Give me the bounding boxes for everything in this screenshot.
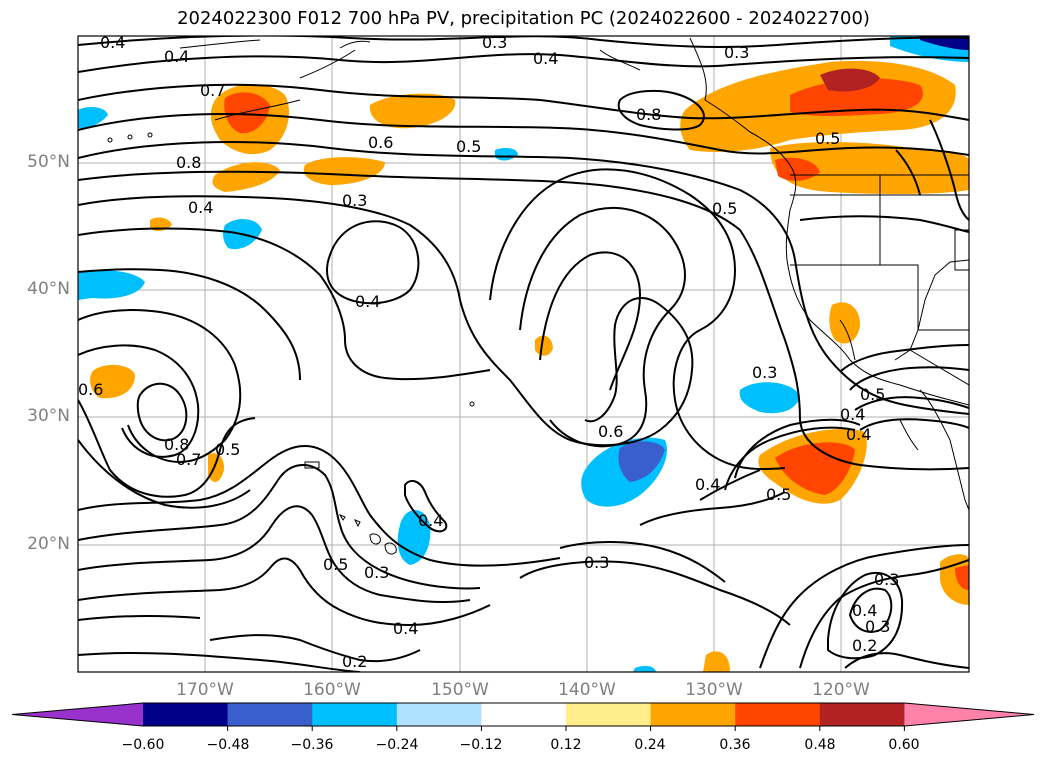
contour-label: 0.3 <box>724 43 749 62</box>
colorbar-tick-label: 0.24 <box>634 737 666 753</box>
precip-positive-area <box>303 157 385 185</box>
contour-labels: 0.4 0.4 0.3 0.4 0.3 0.7 0.8 0.6 0.5 0.8 … <box>78 33 899 671</box>
contour-label: 0.4 <box>846 425 871 444</box>
longitude-label: 170°W <box>176 680 234 700</box>
precip-negative-area <box>920 36 969 50</box>
contour-label: 0.5 <box>766 485 791 504</box>
contour-label: 0.8 <box>176 153 201 172</box>
pv-contours <box>78 36 969 672</box>
contour-label: 0.6 <box>368 133 393 152</box>
colorbar-segment <box>650 703 736 726</box>
contour-label: 0.3 <box>874 570 899 589</box>
map-title: 2024022300 F012 700 hPa PV, precipitatio… <box>177 8 870 29</box>
contour-label: 0.3 <box>342 191 367 210</box>
colorbar-tick-label: 0.36 <box>719 737 751 753</box>
colorbar-extend-min <box>12 703 143 726</box>
precip-negative-area <box>397 510 431 565</box>
contour-label: 0.8 <box>164 435 189 454</box>
latitude-label: 30°N <box>27 406 70 426</box>
colorbar-segment <box>566 703 652 726</box>
contour-label: 0.6 <box>598 422 623 441</box>
colorbar-segment <box>481 703 567 726</box>
precip-positive-area <box>212 162 280 192</box>
precip-positive-area <box>703 651 730 672</box>
colorbar-tick-label: −0.48 <box>206 737 250 753</box>
contour-label: 0.4 <box>418 511 443 530</box>
colorbar-segment <box>735 703 821 726</box>
colorbar-segment <box>819 703 905 726</box>
contour-label: 0.4 <box>100 33 125 52</box>
contour-label: 0.3 <box>752 363 777 382</box>
colorbar-extend-max <box>904 703 1034 726</box>
contour-label: 0.4 <box>355 292 380 311</box>
precip-positive-area <box>775 442 855 495</box>
contour-label: 0.3 <box>584 553 609 572</box>
islands <box>107 132 475 555</box>
contour-label: 0.4 <box>188 198 213 217</box>
colorbar-outline <box>11 702 1035 727</box>
contour-label: 0.5 <box>323 555 348 574</box>
colorbar-segment <box>312 703 398 726</box>
contour-label: 0.2 <box>852 636 877 655</box>
precip-positive-area <box>955 565 969 590</box>
precip-negative-area <box>78 270 145 300</box>
contour-label: 0.7 <box>176 450 201 469</box>
contour-label: 0.4 <box>533 49 558 68</box>
contour-label: 0.5 <box>815 129 840 148</box>
precip-negative-area <box>633 665 656 672</box>
longitude-label: 140°W <box>558 680 616 700</box>
colorbar-segment <box>396 703 482 726</box>
precip-negative-area <box>618 441 665 482</box>
contour-label: 0.3 <box>364 563 389 582</box>
contour-label: 0.5 <box>712 199 737 218</box>
contour-label: 0.5 <box>456 137 481 156</box>
colorbar <box>11 702 1035 731</box>
contour-label: 0.7 <box>200 81 225 100</box>
precip-positive-area <box>820 68 880 92</box>
longitude-label: 150°W <box>431 680 489 700</box>
colorbar-segment <box>143 703 229 726</box>
precipitation-shading <box>78 36 969 672</box>
map-frame <box>77 35 970 673</box>
contour-label: 0.6 <box>78 380 103 399</box>
precip-positive-area <box>770 142 969 195</box>
colorbar-tick-label: 0.48 <box>804 737 836 753</box>
precip-negative-area <box>78 107 108 129</box>
longitude-label: 130°W <box>685 680 743 700</box>
contour-label: 0.5 <box>860 385 885 404</box>
latitude-label: 20°N <box>27 534 70 554</box>
colorbar-tick-label: −0.60 <box>121 737 165 753</box>
map-content: 0.4 0.4 0.3 0.4 0.3 0.7 0.8 0.6 0.5 0.8 … <box>78 33 969 672</box>
contour-label: 0.3 <box>865 617 890 636</box>
contour-label: 0.4 <box>852 601 877 620</box>
colorbar-tick-label: −0.24 <box>375 737 419 753</box>
precip-positive-area <box>224 92 270 134</box>
contour-label: 0.8 <box>636 105 661 124</box>
precip-positive-area <box>369 93 456 129</box>
colorbar-tick-label: 0.12 <box>550 737 582 753</box>
contour-label: 0.4 <box>695 475 720 494</box>
contour-label: 0.4 <box>840 405 865 424</box>
longitude-label: 120°W <box>812 680 870 700</box>
contour-label: 0.3 <box>482 33 507 52</box>
colorbar-tick-label: −0.36 <box>290 737 334 753</box>
colorbar-segment <box>227 703 313 726</box>
longitude-label: 160°W <box>303 680 361 700</box>
contour-label: 0.4 <box>393 619 418 638</box>
contour-label: 0.4 <box>164 47 189 66</box>
latitude-label: 40°N <box>27 279 70 299</box>
colorbar-tick-label: 0.60 <box>888 737 920 753</box>
precip-positive-area <box>790 78 924 116</box>
colorbar-tick-label: −0.12 <box>459 737 503 753</box>
contour-label: 0.2 <box>342 652 367 671</box>
precip-positive-area <box>829 302 860 344</box>
contour-label: 0.5 <box>215 440 240 459</box>
latitude-label: 50°N <box>27 152 70 172</box>
precip-positive-area <box>90 364 135 399</box>
precip-negative-area <box>739 382 800 414</box>
precip-positive-area <box>208 453 225 482</box>
precip-positive-area <box>535 335 553 356</box>
